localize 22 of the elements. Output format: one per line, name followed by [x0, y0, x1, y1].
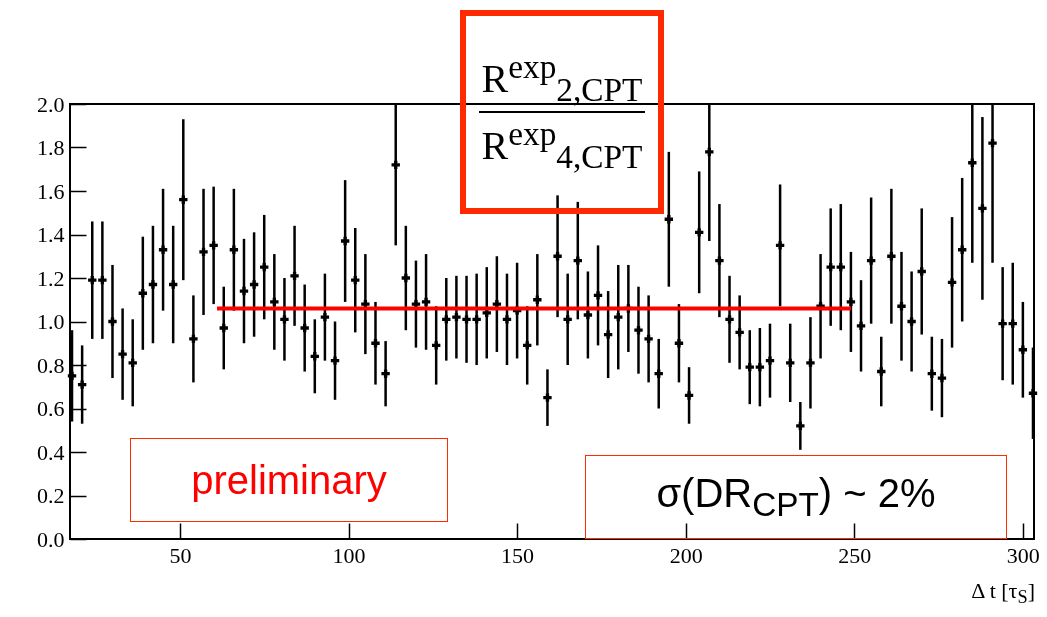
x-tick-label: 200 [669, 542, 703, 568]
x-tick-label: 250 [838, 542, 872, 568]
y-tick-label: 1.4 [37, 222, 65, 247]
y-tick-label: 2.0 [37, 91, 65, 117]
x-tick-label: 150 [501, 542, 535, 568]
y-tick-label: 1.8 [37, 135, 65, 160]
x-axis-title: Δ t [τ$_{S}$] [971, 578, 1035, 609]
y-tick-label: 0.4 [37, 439, 65, 465]
y-tick-label: 0.2 [37, 483, 65, 508]
y-tick-label: 1.6 [37, 178, 65, 204]
y-tick-label: 0.6 [37, 396, 65, 421]
x-tick-label: 50 [169, 542, 192, 568]
x-tick-label: 100 [332, 542, 366, 568]
annotation: σ(DR$_{CPT}$) ~ 2% [656, 470, 936, 524]
y-tick-label: 0.8 [37, 352, 65, 378]
y-tick-label: 1.0 [37, 309, 65, 334]
annotation: preliminary [191, 457, 387, 503]
y-tick-label: 0.0 [37, 526, 65, 552]
text-frame: preliminary [130, 438, 448, 522]
text-frame: σ(DR$_{CPT}$) ~ 2% [585, 455, 1007, 539]
y-tick-label: 1.2 [37, 265, 65, 291]
x-tick-label: 300 [1006, 542, 1040, 568]
